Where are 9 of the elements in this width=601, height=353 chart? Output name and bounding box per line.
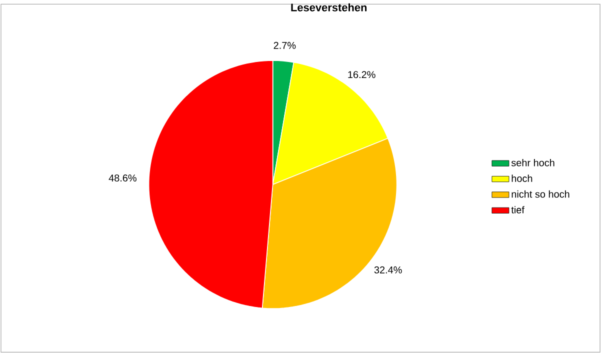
data-label: 32.4%: [374, 266, 402, 274]
data-label: 2.7%: [274, 42, 296, 49]
legend-label: sehr hoch: [511, 158, 554, 166]
legend-label: nicht so hoch: [512, 190, 570, 198]
data-label: 16.2%: [348, 71, 376, 78]
data-label: 48.6%: [108, 174, 136, 182]
chart-title: Leseverstehen: [291, 3, 367, 12]
legend-label: tief: [511, 206, 524, 214]
legend-label: hoch: [512, 174, 532, 182]
